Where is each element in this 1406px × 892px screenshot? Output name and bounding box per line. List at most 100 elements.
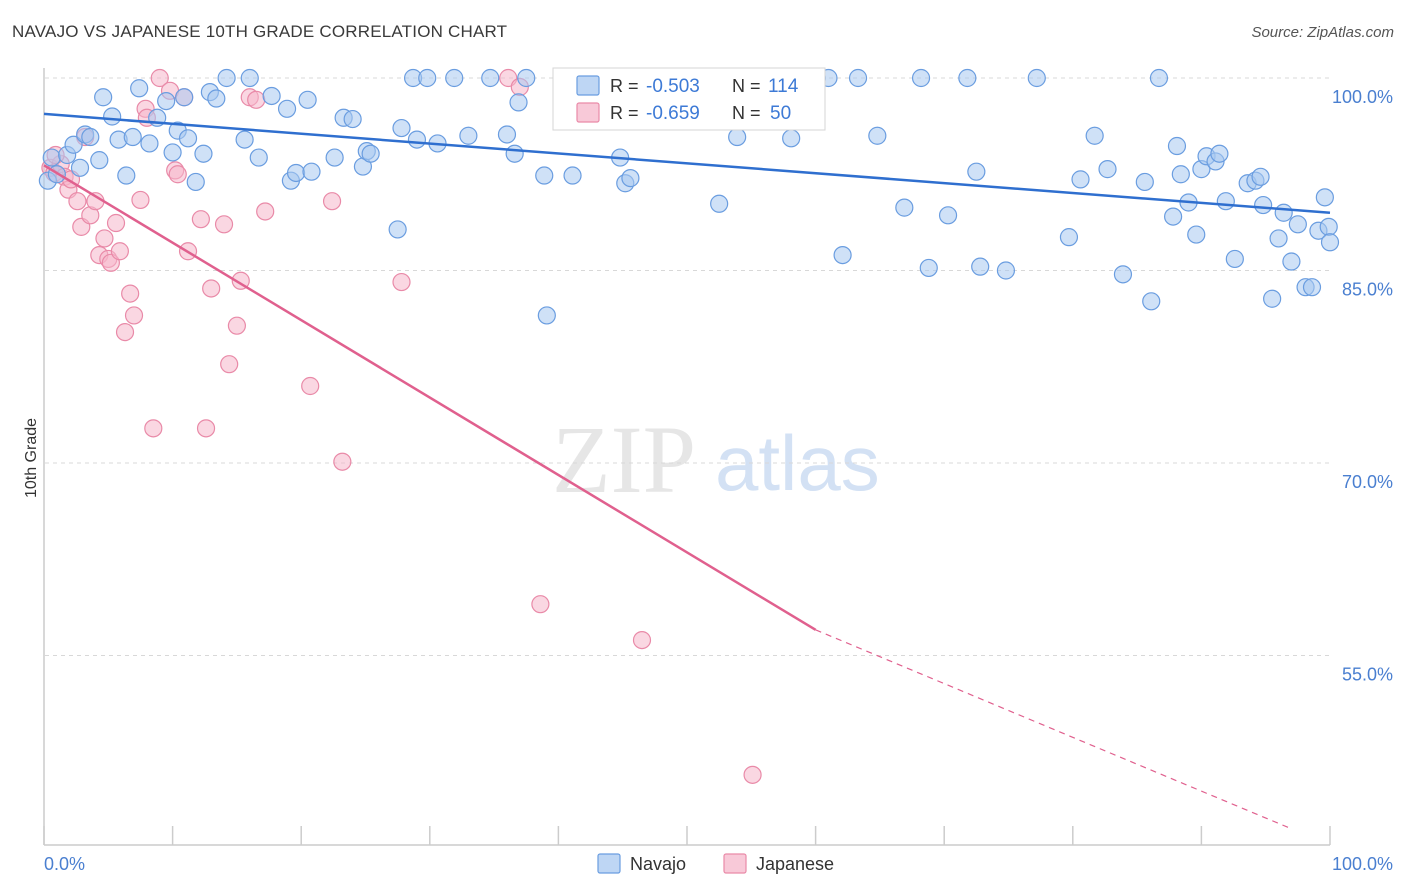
- legend-navajo-swatch: [597, 853, 621, 874]
- navajo-point: [235, 130, 254, 149]
- navajo-point: [728, 127, 747, 147]
- navajo-point: [103, 107, 122, 126]
- navajo-point: [967, 162, 986, 181]
- navajo-point: [1167, 136, 1187, 156]
- x-tick-label: 0.0%: [44, 854, 85, 874]
- navajo-point: [178, 129, 198, 148]
- navajo-point: [1142, 292, 1161, 311]
- navajo-point: [64, 135, 83, 154]
- japanese-point: [168, 165, 187, 184]
- japanese-n-label: N =: [732, 103, 761, 123]
- navajo-point: [1263, 289, 1282, 308]
- navajo-point: [277, 99, 297, 118]
- navajo-point: [1274, 203, 1293, 222]
- stats-box: R = -0.503 N = 114 R = -0.659 N = 50: [552, 67, 826, 131]
- navajo-point: [537, 306, 556, 325]
- y-tick-label: 55.0%: [1342, 665, 1393, 685]
- navajo-point: [868, 126, 887, 145]
- japanese-stat-swatch: [576, 102, 600, 123]
- japanese-point: [632, 630, 652, 650]
- navajo-point: [392, 118, 411, 138]
- japanese-point: [256, 202, 275, 221]
- navajo-point: [1225, 249, 1244, 269]
- navajo-n-value: 114: [768, 76, 799, 97]
- y-tick-label: 70.0%: [1342, 472, 1393, 492]
- japanese-point: [110, 242, 129, 261]
- navajo-point: [1288, 215, 1307, 234]
- navajo-point: [1171, 165, 1190, 184]
- japanese-point: [531, 595, 550, 614]
- navajo-point: [286, 163, 306, 183]
- x-tick-label: 100.0%: [1332, 854, 1393, 874]
- navajo-point: [1149, 68, 1169, 88]
- navajo-point: [563, 166, 582, 185]
- navajo-point: [1315, 188, 1334, 207]
- navajo-point: [459, 126, 478, 145]
- legend: Navajo Japanese: [597, 853, 834, 874]
- navajo-point: [130, 79, 149, 98]
- navajo-point: [117, 166, 136, 185]
- source-credit: Source: ZipAtlas.com: [1251, 24, 1394, 41]
- navajo-point: [262, 86, 281, 106]
- japanese-point: [106, 213, 126, 233]
- navajo-point: [186, 172, 205, 192]
- navajo-point: [194, 144, 213, 163]
- navajo-point: [481, 68, 500, 88]
- navajo-point: [361, 144, 380, 163]
- navajo-point: [505, 144, 524, 163]
- navajo-point: [175, 88, 194, 107]
- navajo-point: [123, 127, 142, 147]
- japanese-point: [191, 210, 210, 229]
- navajo-point: [833, 246, 852, 265]
- japanese-point: [301, 376, 320, 396]
- navajo-stat-swatch: [576, 75, 600, 96]
- navajo-point: [895, 198, 914, 217]
- trend-lines: [43, 112, 1331, 830]
- navajo-point: [971, 257, 990, 276]
- navajo-trend-line: [43, 112, 1331, 214]
- navajo-point: [163, 143, 182, 162]
- tick-labels: 100.0% 85.0% 70.0% 55.0% 0.0% 100.0%: [44, 87, 1393, 874]
- y-axis-label: 10th Grade: [23, 418, 40, 498]
- navajo-point: [302, 162, 321, 181]
- japanese-point: [68, 192, 87, 211]
- navajo-point: [81, 127, 100, 147]
- navajo-point: [140, 134, 159, 153]
- navajo-point: [249, 148, 268, 167]
- japanese-point: [121, 284, 140, 303]
- navajo-point: [157, 91, 176, 111]
- navajo-n-label: N =: [732, 76, 761, 96]
- navajo-point: [1135, 172, 1154, 192]
- japanese-point: [124, 306, 144, 325]
- chart-title: NAVAJO VS JAPANESE 10TH GRADE CORRELATIO…: [12, 22, 508, 41]
- navajo-point: [325, 148, 344, 167]
- japanese-point: [743, 765, 762, 784]
- axes: [43, 68, 1331, 846]
- navajo-point: [996, 261, 1016, 280]
- japanese-point: [131, 190, 150, 210]
- japanese-point: [150, 68, 169, 88]
- japanese-point: [202, 279, 221, 298]
- navajo-point: [509, 93, 528, 112]
- navajo-point: [848, 68, 868, 88]
- navajo-point: [1164, 207, 1183, 226]
- japanese-point: [247, 90, 266, 109]
- navajo-point: [1085, 126, 1104, 145]
- navajo-point: [1113, 265, 1133, 284]
- japanese-point: [333, 452, 352, 471]
- navajo-point: [919, 258, 938, 278]
- navajo-point: [343, 109, 362, 129]
- japanese-trend-extension: [815, 629, 1292, 830]
- japanese-point: [220, 355, 239, 374]
- navajo-point: [1269, 229, 1288, 248]
- navajo-point: [1282, 252, 1301, 271]
- legend-navajo-label: Navajo: [630, 854, 686, 874]
- navajo-point: [911, 68, 931, 88]
- navajo-point: [497, 125, 517, 144]
- japanese-n-value: 50: [770, 103, 791, 124]
- navajo-point: [240, 68, 259, 88]
- navajo-point: [1320, 233, 1340, 252]
- navajo-series: [38, 68, 1340, 325]
- navajo-point: [1098, 160, 1117, 179]
